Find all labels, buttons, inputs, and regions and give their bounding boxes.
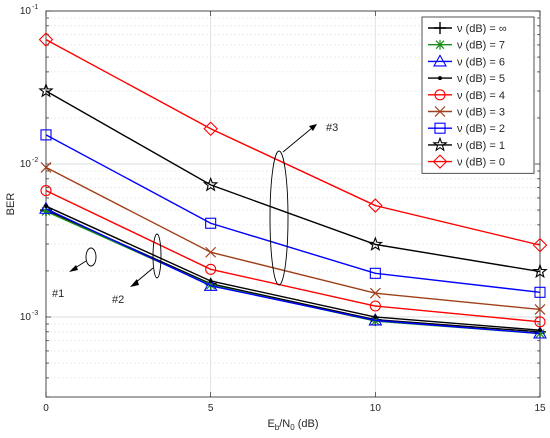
annotation-ellipse-2: [152, 233, 162, 279]
series-4: [40, 185, 546, 328]
data-point: [203, 278, 218, 291]
annotation-ellipse-3: [269, 150, 289, 286]
y-tick-label: 10: [20, 6, 32, 17]
x-axis-label-sub-b: b: [275, 423, 280, 432]
legend-label: ν (dB) = 7: [457, 40, 505, 52]
data-point: [369, 287, 381, 299]
data-point: [38, 82, 54, 98]
data-point: [202, 176, 219, 192]
legend-label: ν (dB) = 5: [457, 73, 505, 85]
legend-label: ν (dB) = 4: [457, 90, 505, 102]
x-axis-label-tail: (dB): [295, 418, 319, 430]
series-line: [45, 134, 541, 294]
legend-label: ν (dB) = 0: [457, 157, 505, 169]
y-tick-exponent: -1: [32, 4, 38, 11]
x-tick-label: 10: [370, 403, 382, 414]
data-point: [368, 313, 383, 326]
data-point: [205, 263, 217, 275]
y-axis-label: BER: [5, 193, 17, 216]
y-tick-label: 10: [20, 312, 32, 323]
annotation-label-2: #2: [112, 294, 124, 306]
data-point: [532, 263, 548, 279]
legend-marker: [434, 89, 446, 101]
series-layer: [38, 32, 548, 339]
data-point: [534, 316, 546, 328]
x-tick-label: 5: [208, 403, 214, 414]
legend-marker: [433, 54, 447, 67]
series-7: [38, 82, 548, 279]
x-axis-label-main: E: [267, 418, 274, 430]
annotation-arrowhead-1: [69, 265, 78, 272]
legend-label: ν (dB) = 6: [457, 56, 505, 68]
series-line: [45, 39, 541, 246]
data-point: [205, 246, 217, 258]
data-point: [369, 267, 381, 279]
series-8: [38, 32, 548, 253]
data-point: [40, 129, 52, 141]
series-3: [44, 204, 542, 333]
series-line: [45, 205, 541, 331]
legend-marker: [434, 106, 446, 117]
x-axis-label-mid: /N: [279, 418, 290, 430]
series-line: [45, 209, 541, 333]
series-line: [45, 189, 541, 323]
legend-label: ν (dB) = 3: [457, 107, 505, 119]
data-point: [205, 217, 217, 229]
y-tick-exponent: -2: [32, 157, 38, 164]
data-point: [205, 279, 216, 290]
annotation-ellipse-1: [85, 247, 97, 267]
legend-marker: [435, 39, 445, 50]
data-point: [533, 326, 547, 339]
data-point: [40, 161, 52, 173]
annotation-arrowhead-2: [130, 279, 139, 287]
y-tick-label: 10: [20, 159, 32, 170]
series-6: [40, 129, 546, 298]
data-point: [373, 314, 378, 319]
series-2: [39, 201, 547, 339]
data-point: [369, 300, 381, 312]
data-point: [38, 32, 54, 47]
data-point: [368, 198, 383, 213]
x-axis-label-sub-0: 0: [290, 423, 295, 432]
data-point: [203, 121, 218, 137]
legend-label: ν (dB) = 2: [457, 123, 505, 135]
legend-marker: [438, 76, 442, 81]
x-tick-label: 15: [534, 403, 546, 414]
data-point: [44, 204, 48, 209]
x-axis-label: Eb/N0 (dB): [267, 418, 318, 432]
annotation-arrowhead-3: [309, 124, 317, 131]
legend-marker: [434, 22, 446, 34]
annotation-label-3: #3: [326, 122, 338, 134]
data-point: [208, 278, 213, 283]
series-5: [40, 161, 546, 315]
annotations: #1 #2 #3: [52, 122, 338, 306]
series-line: [45, 166, 541, 311]
series-line: [45, 208, 541, 335]
legend-marker: [432, 154, 448, 169]
data-point: [40, 185, 52, 197]
legend-marker: [434, 122, 446, 134]
x-tick-label: 0: [43, 403, 49, 414]
annotation-arrow-3: [282, 127, 313, 153]
legend-label: ν (dB) = ∞: [457, 23, 507, 35]
data-point: [41, 206, 51, 217]
legend-marker: [432, 136, 448, 152]
annotation-label-1: #1: [52, 288, 64, 300]
y-tick-exponent: -3: [32, 310, 38, 317]
data-point: [534, 304, 546, 315]
legend-label: ν (dB) = 1: [457, 140, 505, 152]
data-point: [534, 286, 546, 298]
series-line: [45, 90, 541, 273]
data-point: [532, 237, 548, 253]
axes-frame: [45, 10, 541, 398]
data-point: [367, 236, 384, 251]
data-point: [538, 328, 542, 333]
legend: ν (dB) = ∞ ν (dB) = 7 ν (dB) = 6 ν (dB) = 5…: [421, 16, 535, 174]
